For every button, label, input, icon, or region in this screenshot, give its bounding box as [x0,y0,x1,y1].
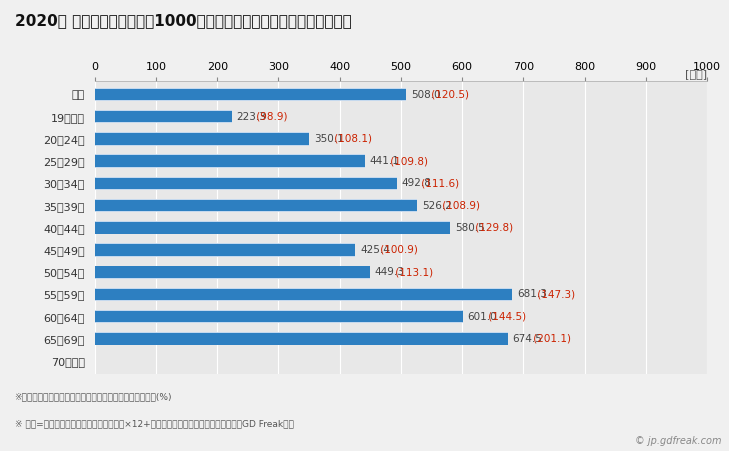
Text: (113.1): (113.1) [391,267,433,277]
Bar [95,311,463,322]
Text: ※（）内は域内の同業種・同年齢層の平均所得に対する比(%): ※（）内は域内の同業種・同年齢層の平均所得に対する比(%) [15,392,172,401]
Text: 492.8: 492.8 [402,178,432,189]
Bar [95,221,451,235]
Bar [95,110,232,124]
Text: 223.3: 223.3 [236,112,266,122]
Bar [95,200,417,212]
Bar [95,289,512,300]
Text: (100.9): (100.9) [377,245,418,255]
Text: (108.1): (108.1) [331,134,372,144]
Bar [95,244,355,256]
Bar [95,88,406,101]
Text: 681.3: 681.3 [517,290,547,299]
Bar [95,267,370,278]
Text: (108.9): (108.9) [439,201,480,211]
Text: 601.0: 601.0 [468,312,497,322]
Text: 449.3: 449.3 [375,267,405,277]
Text: 674.5: 674.5 [512,334,542,344]
Bar [95,243,355,257]
Bar [95,177,397,190]
Bar [95,310,463,323]
Text: (201.1): (201.1) [529,334,571,344]
Bar [95,154,365,168]
Text: (98.9): (98.9) [253,112,288,122]
Text: ※ 年収=「きまって支給する現金給与額」×12+「年間賞与その他特別給与額」としてGD Freak推計: ※ 年収=「きまって支給する現金給与額」×12+「年間賞与その他特別給与額」とし… [15,419,294,428]
Text: (109.8): (109.8) [386,156,428,166]
Bar [95,155,365,167]
Bar [95,333,508,345]
Text: 508.0: 508.0 [410,89,440,100]
Bar [95,222,451,234]
Bar [95,89,406,100]
Text: (144.5): (144.5) [485,312,526,322]
Text: (147.3): (147.3) [534,290,575,299]
Text: 526.2: 526.2 [422,201,452,211]
Bar [95,111,232,123]
Text: 350.1: 350.1 [314,134,344,144]
Bar [95,178,397,189]
Bar [95,132,309,146]
Text: © jp.gdfreak.com: © jp.gdfreak.com [635,437,722,446]
Text: 580.5: 580.5 [455,223,485,233]
Bar [95,332,508,345]
Bar [95,133,309,145]
Bar [95,288,512,301]
Text: 2020年 民間企業（従業者数1000人以上）フルタイム労働者の平均年収: 2020年 民間企業（従業者数1000人以上）フルタイム労働者の平均年収 [15,14,351,28]
Text: (111.6): (111.6) [418,178,459,189]
Bar [95,199,417,212]
Text: 425.4: 425.4 [360,245,390,255]
Text: (120.5): (120.5) [428,89,469,100]
Text: (129.8): (129.8) [472,223,513,233]
Text: 441.1: 441.1 [370,156,399,166]
Text: [万円]: [万円] [685,69,707,79]
Bar [95,266,370,279]
